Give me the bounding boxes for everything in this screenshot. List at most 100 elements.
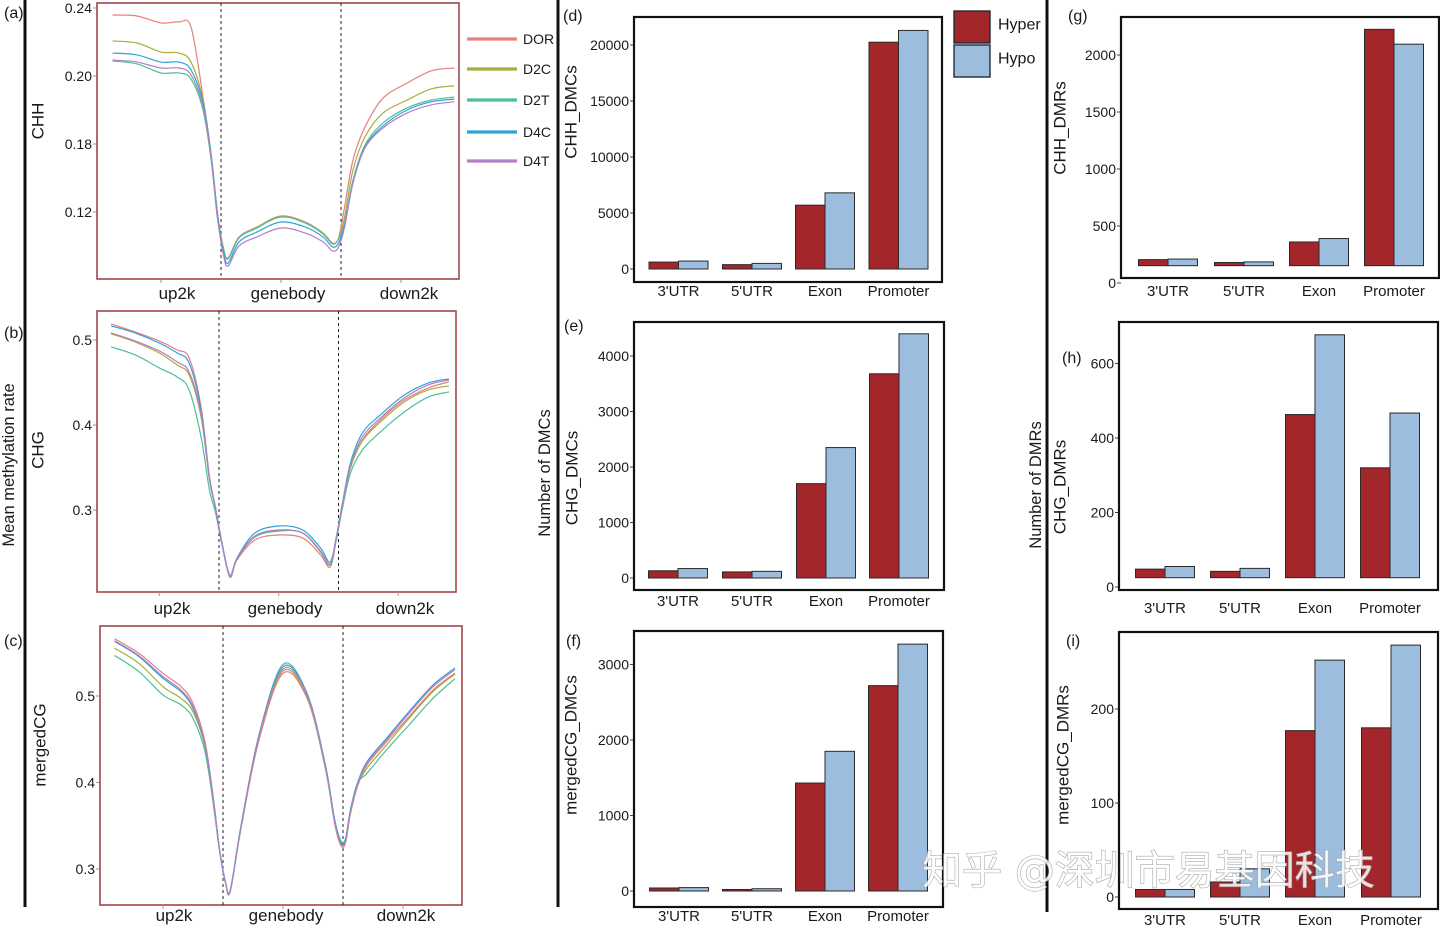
- panel-g-bar-hyper-3utr: [1138, 259, 1169, 267]
- panel-g-bar-hypo-exon: [1318, 238, 1349, 267]
- panel-g-y-tick-label: 500: [1093, 218, 1117, 234]
- line-legend: DOR D2C D2T D4C D4T: [467, 31, 554, 169]
- panel-f-x-category-label-exon: Exon: [808, 908, 842, 925]
- panel-f-y-tick-label: 0: [621, 883, 629, 899]
- panel-f-bar-hypo-3utr: [678, 887, 709, 892]
- panel-c-line-series-dor: [114, 638, 456, 895]
- panel-h-y-tick-label: 0: [1106, 579, 1114, 595]
- panel-h-bar-hypo-3utr: [1164, 566, 1195, 579]
- panel-g-y-tick-label: 1500: [1085, 104, 1116, 120]
- panel-i: (i) mergedCG_DMRs 0 100 200 3'UTR 5'UTR Exon Pro…: [1054, 630, 1440, 927]
- panel-f-bar-hypo-exon: [824, 750, 855, 892]
- panel-i-x-category-label-promoter: Promoter: [1360, 912, 1422, 927]
- panel-b: (b) CHG 0.5 0.4 0.3 up2k genebody down2k: [4, 310, 457, 618]
- panel-g-y-tick-label: 1000: [1085, 161, 1116, 177]
- panel-h-bar-hyper-promoter: [1360, 467, 1391, 579]
- panel-a-x-tick-label-up2k: up2k: [159, 284, 196, 303]
- panel-e-x-category-label-3utr: 3'UTR: [657, 593, 699, 610]
- panel-a-y-tick-label: 0.18: [65, 136, 92, 152]
- panel-b-y-tick-label: 0.4: [73, 417, 93, 433]
- legend-label-d2c: D2C: [523, 61, 551, 77]
- panel-h-bar-hyper-exon: [1285, 414, 1316, 579]
- panel-e-bar-hypo-exon: [825, 447, 856, 579]
- panel-e-y-axis-title: CHG_DMCs: [563, 431, 582, 525]
- panel-b-label: (b): [4, 325, 24, 342]
- panel-f-bar-hyper-exon: [795, 782, 826, 892]
- panel-i-y-tick-label: 0: [1106, 889, 1114, 905]
- panel-d-bar-hyper-3utr: [648, 261, 679, 270]
- panel-a-plot-frame: [96, 2, 460, 280]
- panel-h-y-tick-label: 600: [1091, 356, 1115, 372]
- panel-c-y-tick-label: 0.3: [76, 861, 96, 877]
- panel-a-x-tick-label-down2k: down2k: [380, 284, 439, 303]
- panel-g-bar-hypo-3utr: [1167, 258, 1198, 267]
- panel-c-y-axis-title: mergedCG: [31, 703, 50, 786]
- panel-i-bar-hyper-exon: [1285, 730, 1316, 898]
- y-title-mean-methylation-rate: Mean methylation rate: [0, 383, 18, 546]
- y-title-number-of-dmrs: Number of DMRs: [1027, 421, 1045, 548]
- panel-f-y-axis-title: mergedCG_DMCs: [562, 675, 581, 815]
- bar-legend-item-hypo: Hypo: [953, 44, 1035, 78]
- panel-e-x-category-label-promoter: Promoter: [868, 593, 930, 610]
- panel-e-bar-hyper-exon: [796, 483, 827, 579]
- panel-h-bar-hyper-5utr: [1210, 570, 1241, 579]
- panel-i-bar-hypo-promoter: [1390, 644, 1421, 898]
- bar-legend: Hyper Hypo: [953, 10, 1041, 78]
- watermark-text: 知乎 @深圳市易基因科技: [922, 848, 1375, 894]
- panel-d-y-tick-label: 5000: [598, 205, 629, 221]
- panel-b-y-tick-label: 0.3: [73, 502, 93, 518]
- panel-g-x-category-label-3utr: 3'UTR: [1147, 283, 1189, 300]
- panel-h-x-category-label-promoter: Promoter: [1359, 600, 1421, 617]
- panel-e-y-tick-label: 1000: [598, 515, 629, 531]
- panel-h-bar-hypo-exon: [1314, 334, 1345, 579]
- panel-i-x-category-label-5utr: 5'UTR: [1219, 912, 1261, 927]
- panel-f-x-category-label-3utr: 3'UTR: [658, 908, 700, 925]
- panel-a-y-tick-label: 0.24: [65, 0, 92, 16]
- panel-f-label: (f): [566, 633, 581, 650]
- panel-g-y-tick-label: 0: [1108, 275, 1116, 291]
- panel-a-line-series-d4t: [112, 59, 455, 267]
- panel-e-x-category-label-5utr: 5'UTR: [731, 593, 773, 610]
- legend-label-dor: DOR: [523, 31, 554, 47]
- panel-a-y-axis-title: CHH: [29, 103, 48, 140]
- panel-g-bar-hyper-promoter: [1364, 28, 1395, 267]
- panel-d-bar-hypo-exon: [824, 192, 855, 270]
- panel-h-y-tick-label: 400: [1091, 430, 1115, 446]
- legend-label-d4t: D4T: [523, 153, 550, 169]
- panel-f-y-tick-label: 2000: [598, 732, 629, 748]
- panel-d-bar-hyper-promoter: [868, 41, 899, 270]
- legend-label-hypo: Hypo: [998, 51, 1035, 68]
- panel-c-label: (c): [4, 633, 23, 650]
- panel-e-bar-hypo-5utr: [751, 570, 782, 579]
- line-legend-item-d4t: D4T: [467, 153, 550, 169]
- panel-i-bar-hyper-promoter: [1361, 727, 1392, 898]
- panel-h-x-category-label-exon: Exon: [1298, 600, 1332, 617]
- panel-g-bar-hypo-promoter: [1393, 43, 1424, 267]
- panel-e: (e) CHG_DMCs 0 1000 2000 3000 4000 3'UTR 5'UTR Ex…: [563, 318, 946, 610]
- panel-h-y-tick-label: 200: [1091, 505, 1115, 521]
- panel-d-x-category-label-5utr: 5'UTR: [731, 283, 773, 300]
- line-legend-item-d2c: D2C: [467, 61, 551, 77]
- panel-c-x-tick-label-up2k: up2k: [156, 906, 193, 925]
- panel-b-line-series-dor: [110, 323, 450, 579]
- panel-c-line-series-d2t: [114, 655, 456, 895]
- panel-b-y-tick-label: 0.5: [73, 332, 93, 348]
- panel-f-bar-hyper-3utr: [649, 887, 680, 892]
- panel-i-y-tick-label: 200: [1091, 701, 1115, 717]
- panel-a-x-tick-label-genebody: genebody: [251, 284, 326, 303]
- panel-i-bar-hypo-5utr: [1239, 868, 1270, 898]
- panel-d: (d) CHH_DMCs 0 5000 10000 15000 20000 3'UTR 5'UT…: [562, 8, 944, 300]
- panel-d-bar-hypo-3utr: [678, 260, 709, 270]
- line-legend-item-d4c: D4C: [467, 124, 551, 140]
- panel-e-y-tick-label: 4000: [598, 348, 629, 364]
- panel-b-plot-frame: [96, 310, 457, 593]
- panel-g-bar-hyper-5utr: [1214, 261, 1245, 267]
- legend-swatch-hyper: [953, 10, 991, 44]
- y-title-number-of-dmcs: Number of DMCs: [536, 409, 554, 536]
- panel-b-line-series-d2t: [110, 346, 450, 577]
- panel-d-label: (d): [563, 8, 583, 25]
- panel-e-bar-hypo-promoter: [898, 333, 929, 579]
- panel-d-bar-hyper-exon: [795, 204, 826, 270]
- panel-b-x-tick-label-down2k: down2k: [376, 599, 435, 618]
- panel-e-bar-hyper-3utr: [648, 570, 679, 579]
